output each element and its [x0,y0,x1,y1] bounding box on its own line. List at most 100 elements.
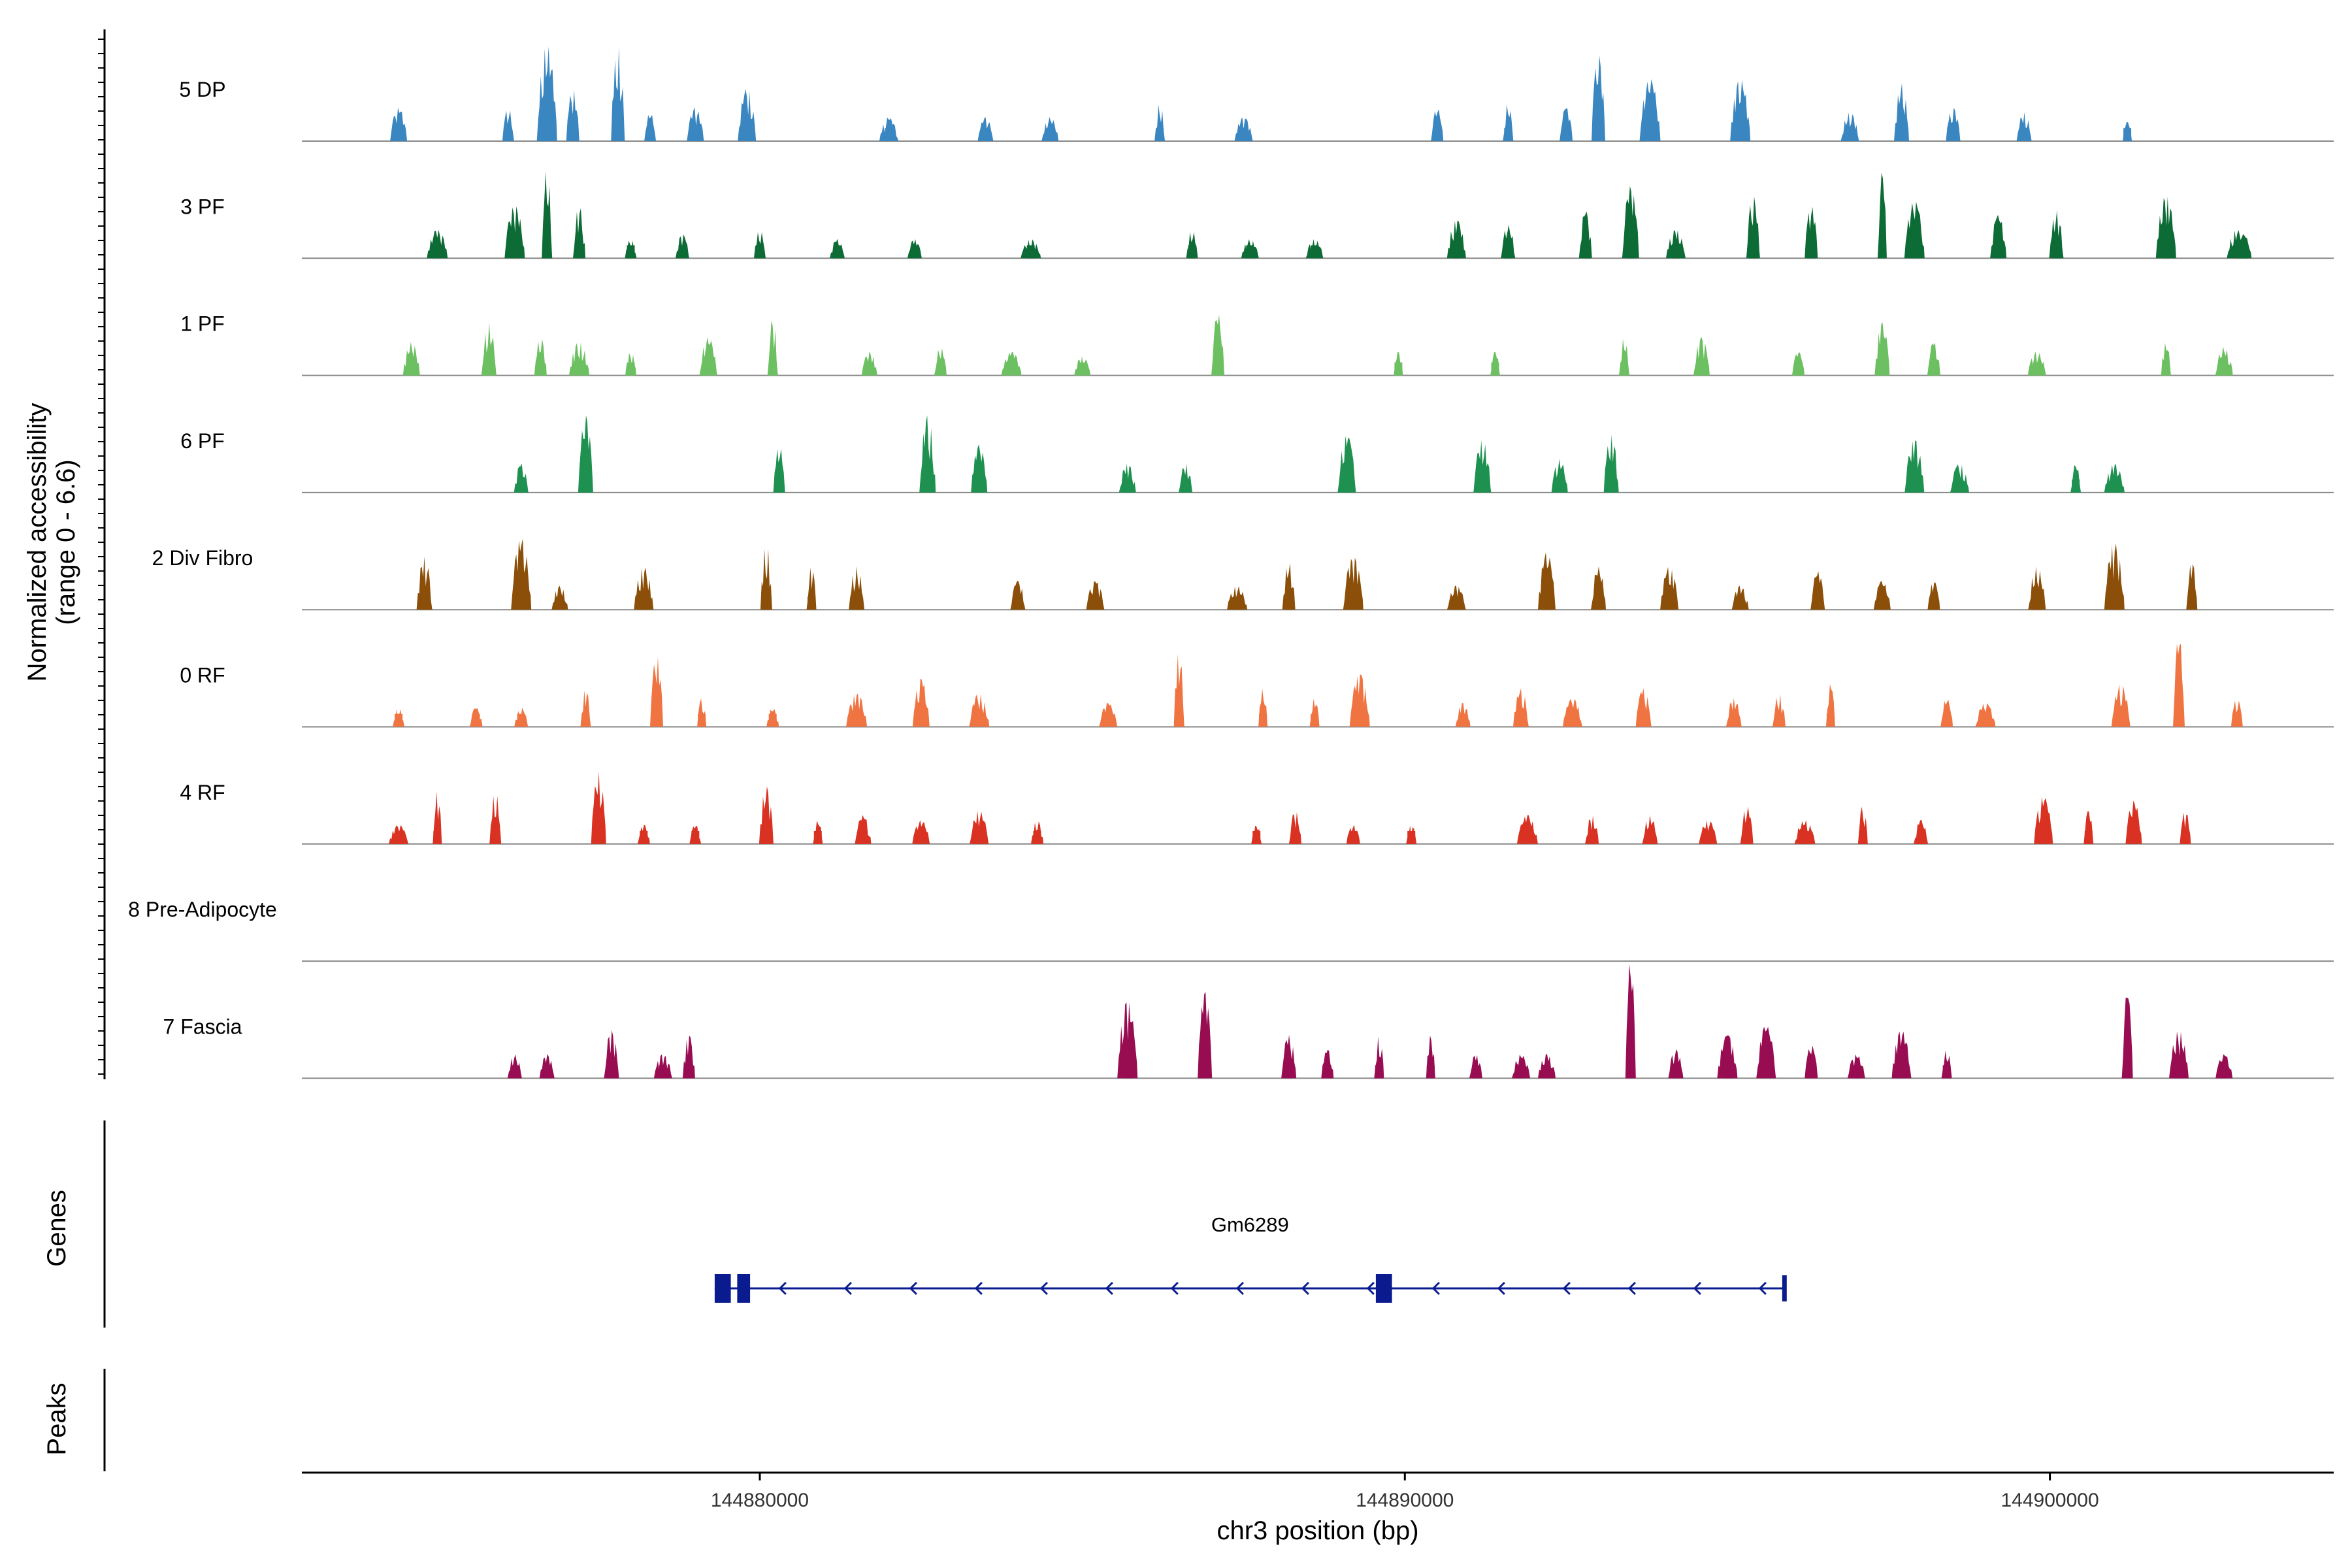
coverage-peak-base [1343,480,1351,493]
coverage-peak-base [1259,713,1267,727]
x-axis-ticks: 144880000 144890000 144900000 [711,1473,2099,1511]
coverage-peak-base [1897,128,1906,141]
coverage-peak-base [1581,245,1590,259]
coverage-peak-base [1375,1065,1383,1079]
coverage-peak-base [2175,713,2183,727]
coverage-peak-base [910,245,919,259]
coverage-peak-base [1639,713,1648,727]
coverage-peak [1873,581,1891,610]
gene-exon [714,1274,731,1303]
coverage-peak-base [2020,128,2029,141]
coverage-peak [1904,201,1925,259]
coverage-peak [1551,459,1568,493]
coverage-peak [2173,644,2185,727]
coverage-peak [2155,197,2176,259]
track-4-rf: 4 RF [180,772,2334,845]
x-tick-label: 144900000 [2001,1490,2099,1511]
coverage-peak-base [2162,245,2170,259]
coverage-peak-base [1607,480,1616,493]
coverage-peak-base [1814,596,1822,610]
coverage-peak-base [1626,1065,1635,1079]
coverage-peak [536,46,557,141]
coverage-peak [971,444,988,493]
coverage-peak [855,815,872,844]
coverage-peak-base [627,362,635,376]
coverage-peak-base [1311,245,1319,259]
coverage-peak-base [1026,245,1035,259]
coverage-peak-base [433,831,442,844]
coverage-peak-base [395,831,403,844]
coverage-peak [760,548,772,610]
coverage-peak-base [1471,1065,1480,1079]
coverage-peak-base [1794,362,1803,376]
coverage-peak-base [1523,831,1531,844]
coverage-peak-base [1736,596,1744,610]
coverage-peak-base [1284,596,1293,610]
coverage-peak-base [575,245,583,259]
coverage-peak-base [2084,831,2093,844]
coverage-peak-base [1426,1065,1435,1079]
strand-arrow [1431,1281,1440,1296]
track-label: 2 Div Fibro [152,546,253,570]
track-0-rf: 0 RF [180,644,2334,728]
coverage-peak [1622,186,1639,259]
coverage-peak-base [1504,245,1512,259]
coverage-peak [846,693,868,727]
coverage-peak-base [1246,245,1254,259]
coverage-peak-base [504,128,512,141]
coverage-peak-base [1852,1065,1861,1079]
coverage-peak [402,342,420,376]
coverage-peak [1516,815,1538,844]
coverage-peak-base [1284,1065,1293,1079]
coverage-peak-base [543,245,551,259]
coverage-peak-base [1729,713,1738,727]
coverage-peak-base [1556,480,1564,493]
track-label: 1 PF [180,312,225,336]
coverage-peak-base [1878,362,1886,376]
coverage-peak-base [1826,713,1835,727]
coverage-peak-base [768,362,777,376]
coverage-peak-base [2220,362,2229,376]
coverage-peak-base [1181,480,1190,493]
coverage-peak-base [1807,1065,1816,1079]
coverage-peak-base [1013,596,1022,610]
coverage-peak-base [917,713,925,727]
coverage-peak-base [1981,713,1989,727]
coverage-peak [1538,552,1556,610]
track-8-pre-adipocyte: 8 Pre-Adipocyte [128,898,2334,962]
coverage-peak [2104,464,2125,493]
coverage-peak-base [981,128,990,141]
coverage-peak-base [1543,596,1551,610]
coverage-peak-base [575,362,583,376]
coverage-peak-base [756,245,764,259]
genes-track-label: Genes [42,1190,71,1267]
coverage-peak [699,337,717,376]
gene-name-label: Gm6289 [1211,1213,1289,1236]
coverage-peak-base [698,713,706,727]
coverage-peak-base [704,362,712,376]
coverage-peak-base [762,831,770,844]
coverage-peak-base [775,480,783,493]
coverage-peak-base [1672,1065,1680,1079]
track-label: 0 RF [180,664,225,687]
strand-arrow [1039,1281,1048,1296]
coverage-peak-base [2123,128,2132,141]
coverage-peak-base [1214,362,1222,376]
coverage-peak-base [691,128,700,141]
coverage-peak-base [1349,596,1358,610]
coverage-peak-base [395,128,403,141]
y-axis-title-line2: (range 0 - 6.6) [52,459,80,625]
coverage-peak [433,791,442,844]
coverage-peak-base [1007,362,1015,376]
coverage-peak-base [2052,245,2061,259]
coverage-peak-base [859,831,867,844]
coverage-peak-base [1569,713,1576,727]
coverage-peak-base [743,128,751,141]
coverage-peak-base [678,245,687,259]
strand-arrow [1627,1281,1636,1296]
coverage-peak [634,567,654,610]
coverage-peak-base [2117,713,2125,727]
coverage-peak [1891,1032,1912,1079]
coverage-peak [1666,230,1686,259]
